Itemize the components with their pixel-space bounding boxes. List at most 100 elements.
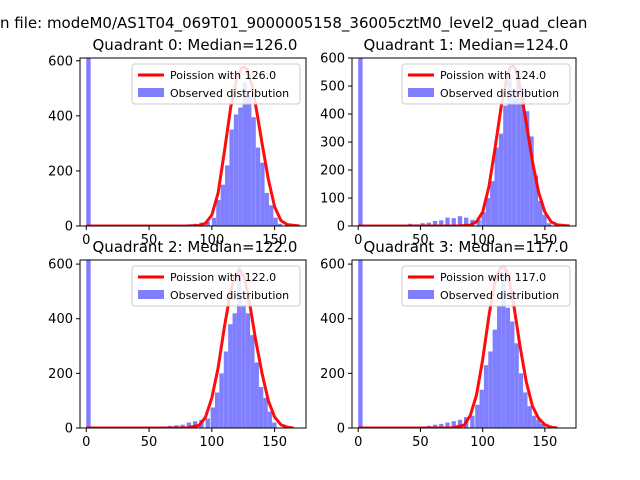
x-tick-label: 0 bbox=[354, 435, 362, 450]
axes-frame bbox=[79, 57, 307, 227]
legend-observed-label: Observed distribution bbox=[170, 87, 289, 100]
x-tick-label: 50 bbox=[141, 233, 158, 248]
legend: Poission with 122.0 Observed distribution bbox=[131, 265, 301, 307]
legend-poisson-label: Poission with 122.0 bbox=[170, 271, 276, 284]
hist-bar bbox=[527, 406, 532, 428]
hist-bar bbox=[510, 321, 515, 428]
y-tick-label: 0 bbox=[65, 220, 73, 235]
hist-bar bbox=[258, 387, 264, 428]
hist-bar bbox=[426, 222, 432, 226]
hist-bar bbox=[246, 95, 252, 226]
hist-bar bbox=[451, 218, 456, 226]
subplot-title: Quadrant 3: Median=117.0 bbox=[364, 238, 569, 256]
legend-observed-label: Observed distribution bbox=[170, 289, 289, 302]
hist-bar bbox=[457, 419, 463, 428]
hist-bar bbox=[211, 217, 217, 226]
hist-bar bbox=[439, 423, 444, 428]
x-tick-label: 50 bbox=[412, 435, 429, 450]
hist-bar bbox=[470, 415, 475, 428]
legend-poisson-label: Poission with 126.0 bbox=[170, 69, 276, 82]
legend: Poission with 124.0 Observed distribution bbox=[401, 63, 571, 105]
hist-bar bbox=[205, 221, 210, 226]
x-tick-label: 150 bbox=[532, 233, 557, 248]
legend: Poission with 126.0 Observed distribution bbox=[131, 63, 301, 105]
legend-observed-label: Observed distribution bbox=[440, 289, 559, 302]
y-tick-label: 200 bbox=[320, 367, 345, 382]
y-tick-label: 400 bbox=[48, 312, 73, 327]
y-tick-label: 200 bbox=[48, 367, 73, 382]
hist-bar bbox=[358, 260, 363, 428]
y-tick-label: 0 bbox=[337, 422, 345, 437]
y-tick-label: 400 bbox=[48, 109, 73, 124]
hist-bar bbox=[260, 162, 265, 226]
hist-bar bbox=[496, 305, 502, 428]
x-tick-label: 150 bbox=[262, 233, 287, 248]
hist-bar bbox=[542, 214, 547, 226]
y-tick-label: 200 bbox=[320, 164, 345, 179]
hist-bar bbox=[233, 114, 239, 226]
hist-bar bbox=[511, 91, 517, 226]
hist-bar bbox=[186, 422, 192, 428]
hist-bar bbox=[250, 335, 255, 428]
hist-bar bbox=[475, 404, 480, 428]
hist-bar bbox=[236, 272, 242, 428]
hist-bar bbox=[180, 424, 185, 428]
y-tick-label: 500 bbox=[320, 80, 345, 95]
hist-bar bbox=[219, 373, 224, 428]
subplot-quadrant-0: 0 50 100 150 0 200 400 600 Quadrant 0: Median=12… bbox=[48, 36, 307, 248]
x-tick-label: 100 bbox=[470, 233, 495, 248]
hist-bar bbox=[432, 424, 438, 428]
hist-bar bbox=[229, 129, 234, 226]
x-tick-label: 0 bbox=[354, 233, 362, 248]
y-tick-label: 400 bbox=[320, 108, 345, 123]
hist-bar bbox=[523, 392, 528, 428]
hist-bar bbox=[481, 212, 486, 226]
x-tick-label: 50 bbox=[141, 435, 158, 450]
hist-bar bbox=[498, 133, 504, 226]
legend-poisson-label: Poission with 117.0 bbox=[440, 271, 546, 284]
hist-bar bbox=[445, 217, 450, 226]
hist-bar bbox=[216, 199, 221, 226]
hist-bar bbox=[520, 87, 525, 226]
hist-bar bbox=[503, 105, 508, 226]
hist-bar bbox=[505, 307, 511, 428]
hist-bar bbox=[220, 184, 226, 226]
hist-bar bbox=[251, 117, 256, 226]
legend-poisson-label: Poission with 124.0 bbox=[440, 69, 546, 82]
hist-bar bbox=[451, 421, 456, 428]
legend-box bbox=[401, 63, 571, 105]
plot-area bbox=[358, 260, 558, 428]
hist-bar bbox=[242, 82, 247, 226]
hist-bar bbox=[255, 147, 261, 226]
plot-area bbox=[86, 58, 300, 226]
subplot-title: Quadrant 1: Median=124.0 bbox=[364, 36, 569, 54]
hist-bar bbox=[445, 422, 450, 428]
legend: Poission with 117.0 Observed distribution bbox=[401, 265, 571, 307]
hist-bar bbox=[273, 217, 278, 226]
hist-bar bbox=[524, 111, 530, 226]
legend-box bbox=[131, 63, 301, 105]
y-tick-label: 600 bbox=[320, 258, 345, 273]
axes-frame bbox=[79, 259, 307, 429]
hist-bar bbox=[86, 260, 91, 428]
hist-bar bbox=[533, 175, 539, 226]
hist-bar bbox=[267, 411, 273, 428]
y-tick-label: 100 bbox=[320, 192, 345, 207]
hist-bar bbox=[518, 373, 524, 428]
hist-bar bbox=[529, 136, 534, 226]
y-tick-label: 400 bbox=[320, 312, 345, 327]
subplot-title: Quadrant 2: Median=122.0 bbox=[93, 238, 298, 256]
hist-bar bbox=[494, 147, 499, 226]
hist-bar bbox=[546, 223, 552, 226]
hist-bar bbox=[488, 351, 493, 428]
hist-bar bbox=[501, 272, 506, 428]
hist-bar bbox=[223, 351, 229, 428]
x-tick-label: 0 bbox=[82, 435, 90, 450]
hist-bar bbox=[538, 200, 543, 226]
hist-bar bbox=[228, 324, 233, 428]
hist-bar bbox=[263, 397, 268, 428]
hist-bar bbox=[479, 389, 484, 428]
hist-bar bbox=[272, 422, 277, 428]
hist-bar bbox=[232, 313, 237, 428]
